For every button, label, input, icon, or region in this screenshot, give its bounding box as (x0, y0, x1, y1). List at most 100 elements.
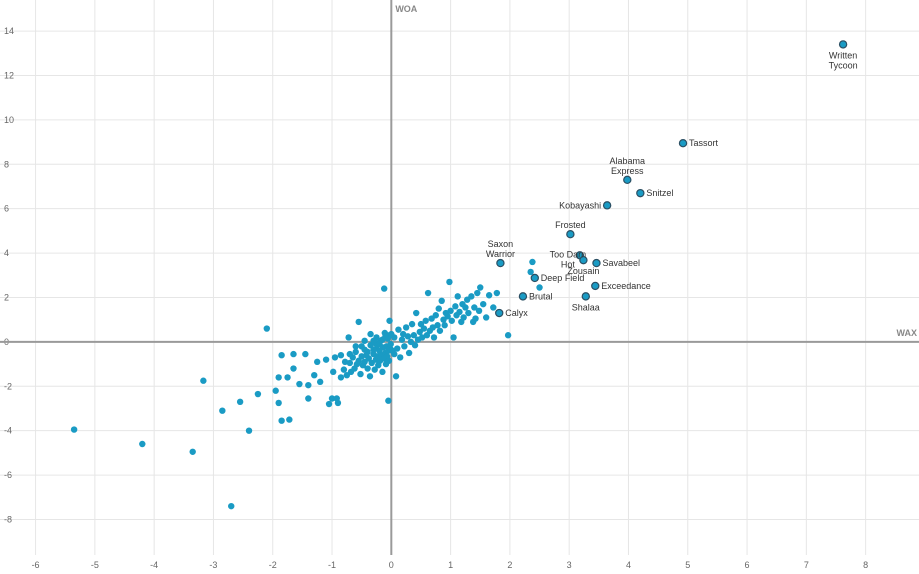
data-point (462, 304, 469, 311)
x-tick-label: 8 (863, 560, 868, 570)
labeled-point (566, 230, 575, 239)
data-point (385, 357, 393, 364)
data-point (382, 333, 389, 340)
data-point (397, 354, 404, 361)
data-point (263, 325, 271, 332)
x-tick-label: 2 (507, 560, 512, 570)
point-label-line: Warrior (486, 249, 515, 259)
x-tick-label: 1 (448, 560, 453, 570)
data-point (447, 307, 454, 314)
point-label-line: Kobayashi (559, 200, 601, 210)
y-tick-label: 2 (4, 292, 9, 302)
data-point (404, 333, 412, 340)
data-point (311, 371, 318, 379)
data-point (379, 368, 386, 376)
data-point (485, 292, 493, 299)
data-point (278, 352, 285, 359)
labeled-point (518, 292, 528, 301)
y-tick-label: -6 (4, 470, 12, 480)
data-point (472, 315, 479, 322)
point-label-line: Shalaa (572, 302, 600, 312)
y-tick-label: 14 (4, 26, 14, 36)
data-point (275, 374, 282, 381)
data-point (504, 332, 512, 339)
point-label-line: Brutal (529, 291, 553, 301)
point-label: Shalaa (572, 302, 600, 312)
data-point (408, 320, 416, 328)
point-label-line: Tycoon (829, 60, 858, 70)
data-point (189, 448, 196, 455)
data-point (337, 352, 345, 359)
y-tick-label: -4 (4, 426, 12, 436)
point-label: Savabeel (602, 258, 640, 268)
labeled-point (592, 258, 601, 268)
data-point (444, 313, 451, 320)
point-label-line: Calyx (505, 308, 528, 318)
data-point (401, 343, 408, 350)
x-tick-label: -5 (91, 560, 99, 570)
data-point (370, 346, 377, 353)
data-point (434, 322, 441, 329)
labeled-point (678, 138, 688, 148)
data-point (370, 337, 377, 344)
y-tick-label: -8 (4, 514, 12, 524)
data-point (480, 300, 487, 308)
data-point (474, 289, 481, 297)
data-point (364, 348, 371, 356)
data-point (456, 308, 463, 316)
data-point (346, 359, 354, 367)
data-point (371, 366, 378, 373)
data-point (330, 368, 337, 376)
data-point (278, 417, 285, 424)
data-point (420, 325, 428, 332)
data-point (471, 304, 478, 311)
data-point (357, 370, 364, 378)
data-point (346, 350, 354, 358)
data-point (391, 350, 398, 358)
point-label: Frosted (555, 220, 586, 230)
data-point (337, 374, 345, 381)
point-label-line: Deep Field (541, 273, 585, 283)
data-point (358, 343, 365, 350)
data-point (410, 332, 418, 339)
data-point (352, 343, 359, 350)
point-label: Snitzel (646, 188, 673, 198)
data-point (435, 305, 442, 312)
data-point (376, 340, 383, 348)
data-point (340, 366, 348, 373)
data-point (139, 440, 146, 448)
data-point (314, 358, 321, 366)
data-point (200, 377, 207, 384)
point-label: Brutal (529, 291, 553, 301)
x-tick-label: 7 (804, 560, 809, 570)
y-tick-label: 12 (4, 70, 14, 80)
y-tick-label: 4 (4, 248, 9, 258)
point-label-line: Tassort (689, 138, 719, 148)
data-point (465, 309, 472, 317)
data-point (398, 336, 406, 343)
data-point (386, 317, 393, 324)
x-tick-label: -1 (328, 560, 336, 570)
labeled-point (496, 258, 505, 268)
data-point (219, 407, 226, 414)
data-point (275, 399, 282, 407)
x-tick-label: -2 (269, 560, 277, 570)
data-point (272, 387, 279, 394)
point-label-line: Frosted (555, 220, 586, 230)
data-point (399, 330, 407, 338)
data-point (468, 293, 475, 300)
data-point (438, 297, 445, 305)
data-point (305, 395, 312, 402)
data-point (236, 398, 244, 406)
point-label: Exceedance (601, 281, 651, 291)
data-point (381, 285, 388, 292)
data-point (364, 365, 371, 372)
data-point (296, 380, 303, 388)
point-label-line: Snitzel (646, 188, 673, 198)
data-points (70, 40, 848, 510)
data-point (366, 373, 374, 380)
data-point (286, 416, 293, 423)
point-label-line: Exceedance (601, 281, 651, 291)
